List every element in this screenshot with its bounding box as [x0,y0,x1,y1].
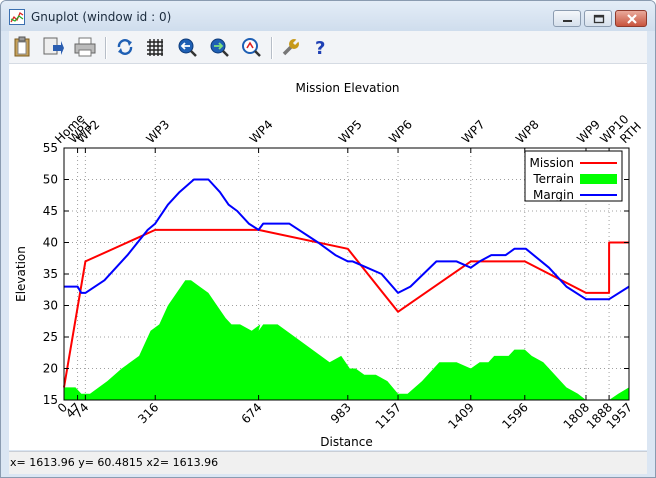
maximize-button[interactable] [584,10,612,27]
grid-button[interactable] [143,35,167,59]
printer-icon [74,37,96,57]
svg-text:?: ? [315,38,325,59]
x2-tick-label: WP7 [459,117,488,146]
legend-label: Mission [530,156,574,170]
y-axis-label: Elevation [14,246,28,302]
options-button[interactable] [279,35,303,59]
y-tick-label: 45 [43,204,58,218]
x-tick-label: 1157 [373,400,404,431]
x-tick-label: 983 [328,400,354,426]
x-tick-label: 316 [135,400,161,426]
y-tick-label: 40 [43,236,58,250]
replot-icon [117,39,133,55]
status-bar: x= 1613.96 y= 60.4815 x2= 1613.96 [9,451,647,474]
printer-button[interactable] [73,35,97,59]
x-axis-label: Distance [320,435,372,449]
series-terrain-area [64,280,629,400]
y-tick-label: 30 [43,299,58,313]
x-tick-label: 1409 [445,400,476,431]
minimize-icon [563,20,572,22]
autoscale-button[interactable] [239,35,263,59]
y-tick-label: 50 [43,173,58,187]
minimize-button[interactable] [553,10,581,27]
maximize-icon [593,14,605,24]
y-tick-label: 55 [43,141,58,155]
legend-swatch [580,174,617,184]
series-margin-line [64,178,630,301]
x2-tick-label: WP6 [386,117,415,146]
x2-tick-label: WP3 [143,117,172,146]
gnuplot-app-icon [9,9,25,25]
title-bar[interactable]: Gnuplot (window id : 0) [1,1,655,31]
zoom-previous-icon [178,38,197,57]
help-button[interactable]: ? [309,35,333,59]
legend-label: Margin [533,188,574,202]
zoom-next-button[interactable] [207,35,231,59]
toolbar-separator [105,37,107,59]
close-icon [627,14,637,24]
legend-label: Terrain [532,172,574,186]
x2-tick-label: WP8 [513,117,542,146]
x-tick-label: 674 [239,400,265,426]
close-button[interactable] [615,10,647,27]
copy-clipboard-button[interactable] [11,35,35,59]
x-tick-label: 1596 [499,400,530,431]
x2-tick-label: WP5 [336,117,365,146]
plot-area[interactable]: 15 20 25 30 35 40 45 50 55 0 47 74 316 674 983 1157 1409… [9,64,647,450]
status-text: x= 1613.96 y= 60.4815 x2= 1613.96 [10,456,219,469]
help-icon: ? [315,38,325,59]
y-tick-label: 35 [43,267,58,281]
replot-button[interactable] [113,35,137,59]
print-to-file-button[interactable] [41,35,65,59]
toolbar: ? [9,31,647,64]
grid-icon [147,39,163,56]
zoom-previous-button[interactable] [175,35,199,59]
copy-clipboard-icon [14,36,30,57]
chart-title: Mission Elevation [295,81,399,95]
x2-tick-label: WP4 [247,117,276,146]
y-tick-label: 15 [43,393,58,407]
options-wrench-icon [282,37,301,56]
window-title: Gnuplot (window id : 0) [31,10,172,24]
autoscale-icon [242,38,261,57]
x2-tick-label: WP9 [574,117,603,146]
toolbar-separator [271,37,273,59]
zoom-next-icon [210,38,229,57]
x-tick-label: 1808 [561,400,592,431]
print-icon [43,37,64,55]
y-tick-label: 20 [43,362,58,376]
y-tick-label: 25 [43,330,58,344]
